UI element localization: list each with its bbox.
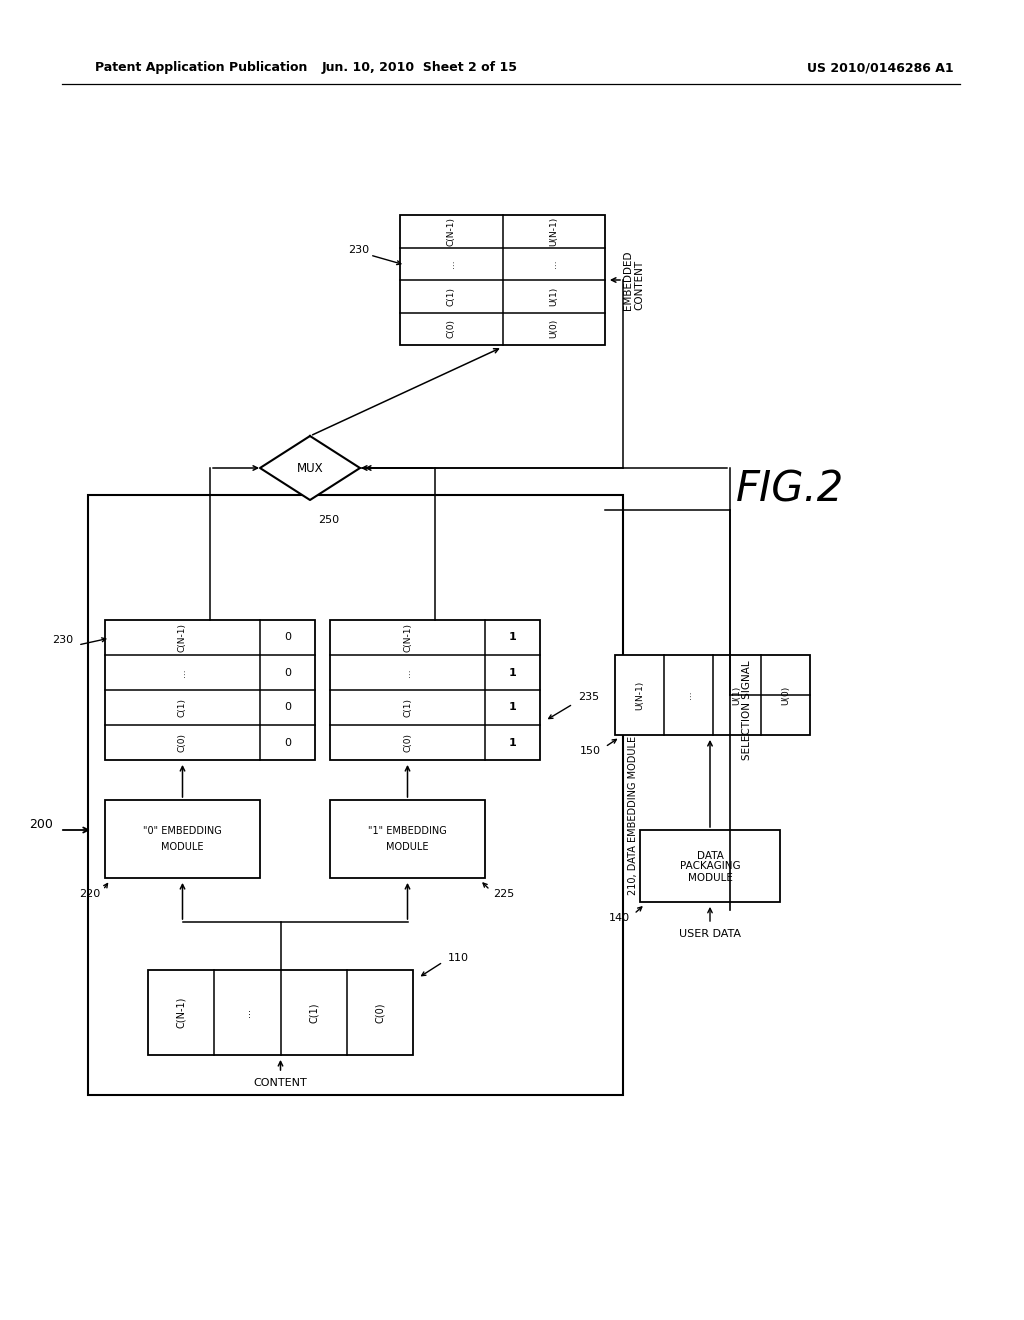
Text: ...: ...: [684, 690, 692, 700]
Text: C(0): C(0): [178, 733, 187, 752]
Text: 150: 150: [580, 746, 601, 756]
Bar: [640, 830, 780, 902]
Text: PACKAGING: PACKAGING: [680, 861, 740, 871]
Text: 250: 250: [318, 515, 339, 525]
Text: U(1): U(1): [549, 286, 558, 306]
Text: 220: 220: [79, 888, 100, 899]
Bar: [148, 970, 413, 1055]
Bar: [400, 215, 605, 345]
Text: C(1): C(1): [446, 286, 456, 306]
Text: C(N-1): C(N-1): [176, 997, 186, 1028]
Bar: [105, 800, 260, 878]
Text: 230: 230: [348, 246, 369, 255]
Polygon shape: [260, 436, 360, 500]
Text: 140: 140: [609, 913, 630, 923]
Text: ...: ...: [403, 668, 412, 677]
Text: ...: ...: [446, 260, 456, 268]
Text: CONTENT: CONTENT: [254, 1078, 307, 1088]
Text: "0" EMBEDDING: "0" EMBEDDING: [143, 826, 222, 836]
Text: 1: 1: [509, 702, 516, 713]
Text: U(1): U(1): [732, 685, 741, 705]
Text: U(0): U(0): [549, 319, 558, 338]
Text: USER DATA: USER DATA: [679, 929, 741, 939]
Text: C(N-1): C(N-1): [446, 216, 456, 246]
Text: MODULE: MODULE: [386, 842, 429, 851]
Text: 110: 110: [449, 953, 469, 964]
Text: C(N-1): C(N-1): [178, 623, 187, 652]
Text: ...: ...: [178, 668, 187, 677]
Text: C(1): C(1): [178, 698, 187, 717]
Text: MODULE: MODULE: [161, 842, 204, 851]
Bar: [105, 620, 315, 760]
Text: U(N-1): U(N-1): [549, 216, 558, 246]
Text: 1: 1: [509, 632, 516, 643]
Text: C(1): C(1): [308, 1002, 318, 1023]
Text: Patent Application Publication: Patent Application Publication: [95, 62, 307, 74]
Text: 0: 0: [284, 738, 291, 747]
Text: EMBEDDED
CONTENT: EMBEDDED CONTENT: [623, 251, 644, 310]
Text: 225: 225: [493, 888, 514, 899]
Text: "1" EMBEDDING: "1" EMBEDDING: [368, 826, 446, 836]
Text: MUX: MUX: [297, 462, 324, 474]
Text: 200: 200: [29, 818, 53, 832]
Text: FIG.2: FIG.2: [736, 469, 844, 511]
Bar: [88, 495, 623, 1096]
Text: C(0): C(0): [446, 319, 456, 338]
Text: 0: 0: [284, 632, 291, 643]
Text: ...: ...: [549, 260, 558, 268]
Text: US 2010/0146286 A1: US 2010/0146286 A1: [807, 62, 953, 74]
Text: 235: 235: [578, 692, 599, 702]
Text: C(0): C(0): [403, 733, 412, 752]
Bar: [330, 620, 540, 760]
Text: C(0): C(0): [375, 1002, 385, 1023]
Text: 210, DATA EMBEDDING MODULE: 210, DATA EMBEDDING MODULE: [628, 735, 638, 895]
Text: C(N-1): C(N-1): [403, 623, 412, 652]
Text: 230: 230: [52, 635, 73, 645]
Text: 1: 1: [509, 738, 516, 747]
Text: U(N-1): U(N-1): [635, 680, 644, 710]
Text: ...: ...: [243, 1008, 252, 1016]
Text: SELECTION SIGNAL: SELECTION SIGNAL: [742, 660, 752, 760]
Text: 0: 0: [284, 668, 291, 677]
Text: 1: 1: [509, 668, 516, 677]
Text: 0: 0: [284, 702, 291, 713]
Bar: [615, 655, 810, 735]
Text: C(1): C(1): [403, 698, 412, 717]
Bar: [330, 800, 485, 878]
Text: DATA: DATA: [696, 851, 723, 861]
Text: MODULE: MODULE: [687, 873, 732, 883]
Text: Jun. 10, 2010  Sheet 2 of 15: Jun. 10, 2010 Sheet 2 of 15: [322, 62, 518, 74]
Text: U(0): U(0): [781, 685, 791, 705]
